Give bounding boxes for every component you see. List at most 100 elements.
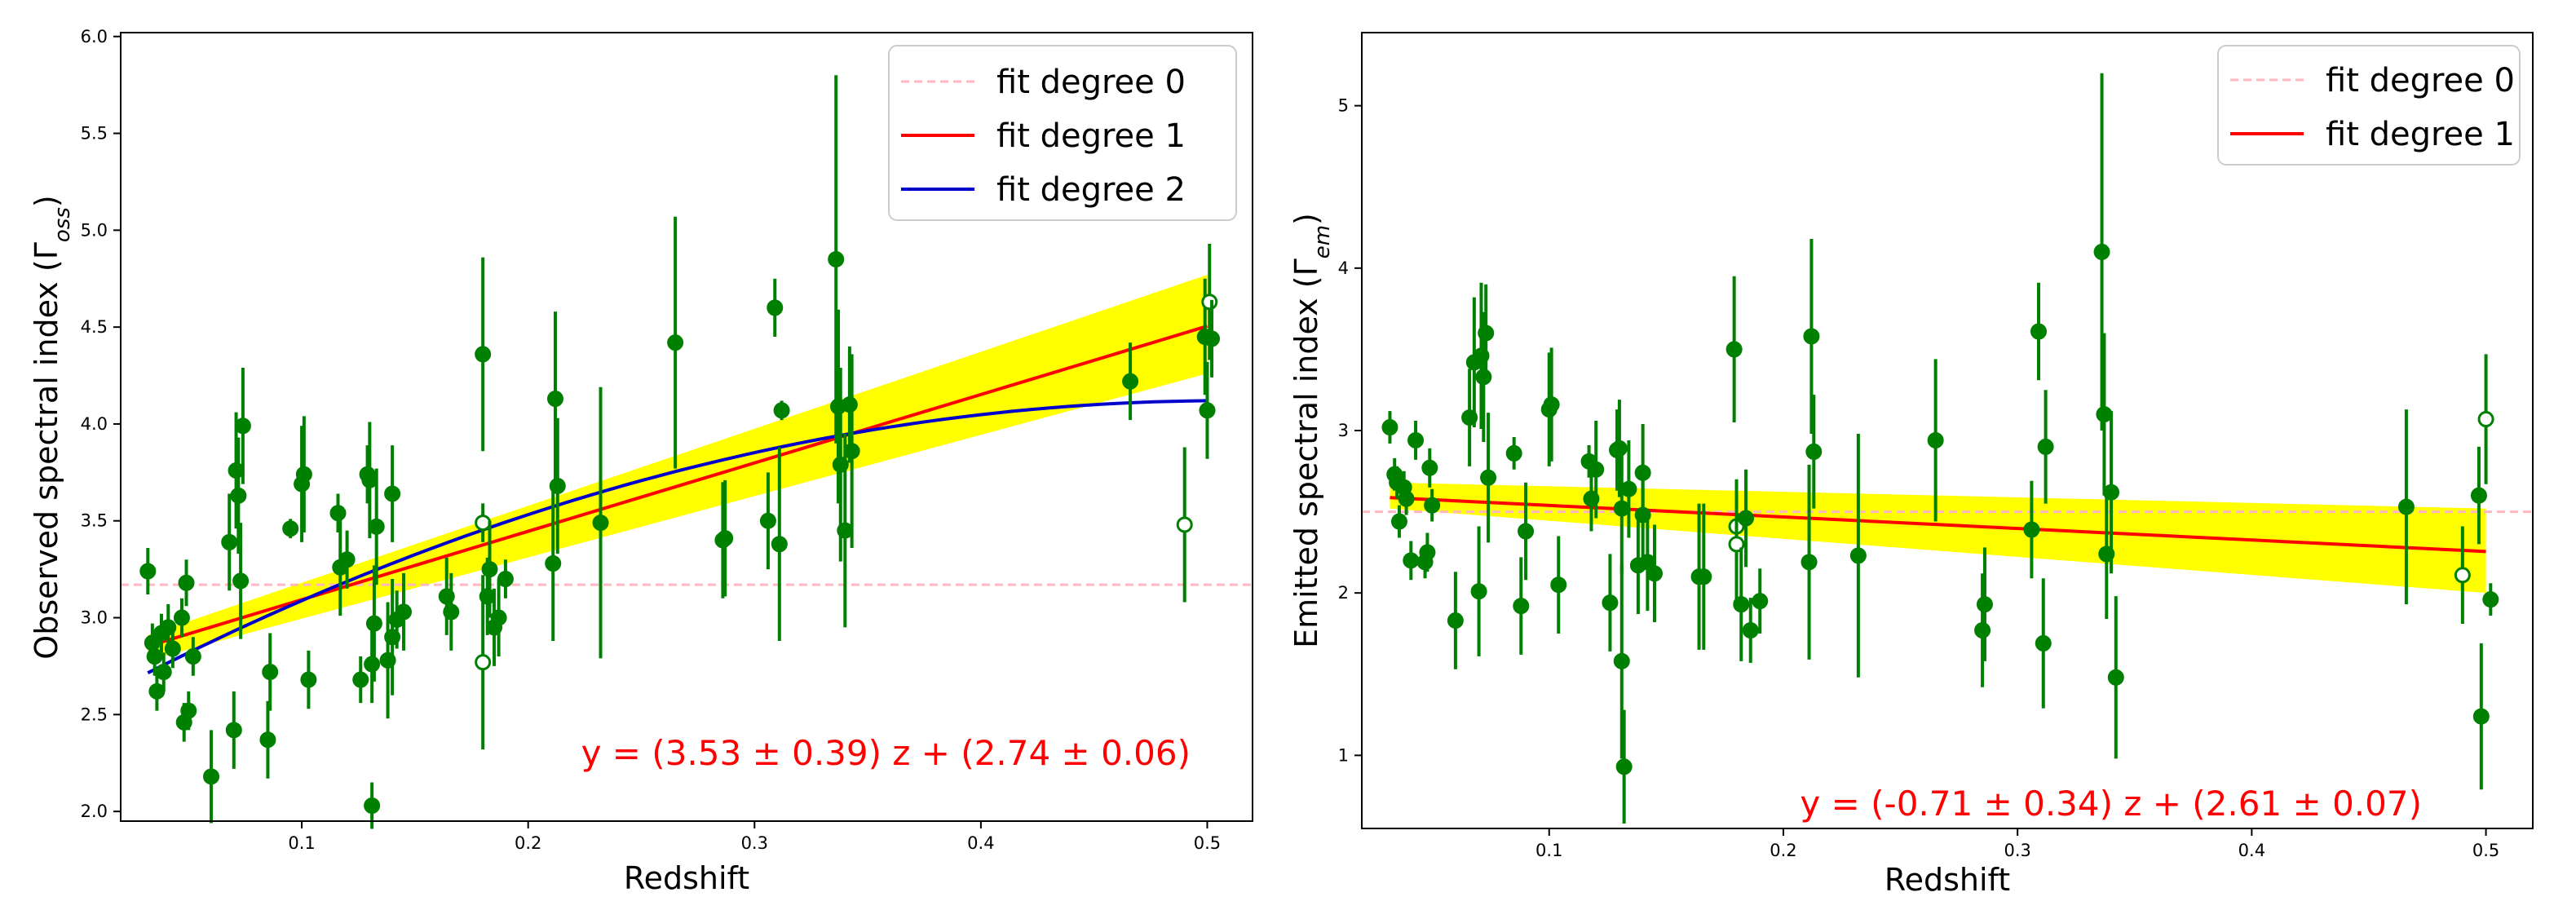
data-marker [1390,513,1407,530]
data-marker [1475,369,1492,386]
data-marker [2470,487,2487,504]
data-point [1725,276,1743,423]
data-point [475,575,492,750]
data-marker [178,574,195,591]
data-point [148,672,166,711]
data-marker [329,505,347,522]
x-tick-label: 0.4 [967,833,994,853]
data-point [1733,547,1750,661]
fit-equation: y = (3.53 ± 0.39) z + (2.74 ± 0.06) [581,733,1191,773]
y-tick-label: 3.0 [81,608,108,628]
data-marker [1742,621,1759,638]
data-marker [1927,431,1944,448]
data-marker [443,603,460,621]
data-point [395,572,412,651]
data-marker [837,522,854,539]
y-tick-label: 6.0 [81,27,108,46]
data-marker [1805,443,1823,460]
data-point [365,565,382,682]
data-marker [282,520,299,537]
data-marker [843,443,860,460]
data-marker [228,462,245,479]
data-point [338,530,356,589]
data-marker [545,555,562,572]
data-marker [1620,480,1637,497]
data-point [178,559,195,607]
x-tick-label: 0.5 [2472,841,2499,860]
y-tick-label: 4 [1338,258,1349,278]
data-point [295,416,312,532]
data-marker [1470,583,1487,600]
data-point [828,75,845,444]
data-marker [1478,325,1495,342]
data-point [546,311,563,486]
data-point [2477,354,2494,484]
data-marker [1738,510,1755,527]
data-marker [164,640,181,657]
fit-degree-1-line [1390,496,2486,554]
data-point [2472,643,2490,790]
data-point [1424,488,1441,522]
data-marker [1611,440,1628,457]
data-marker [1421,459,1438,476]
data-marker [295,466,312,483]
y-tick-label: 2.0 [81,802,108,821]
data-point [1849,433,1867,678]
data-point [2037,390,2054,504]
confidence-band [1390,482,2486,594]
chart-emitted-index: 0.1 0.2 0.3 0.4 0.5 1 2 3 4 5 Redshift Emitted s… [1288,32,2534,898]
legend: fit degree 0 fit degree 1 fit degree 2 [888,45,1237,221]
fit-degree-2-line [147,399,1208,674]
data-point [259,700,276,779]
data-point [1550,536,1567,634]
fit-degree-1-line [147,325,1208,648]
data-marker [1513,598,1530,615]
data-point [329,493,347,532]
data-point [221,493,238,591]
x-tick-label: 0.4 [2238,841,2265,860]
y-tick-label: 2 [1338,583,1349,603]
data-marker-open [475,515,492,532]
data-marker [828,250,845,267]
data-point [1927,359,1944,522]
data-point [1398,482,1415,515]
data-point [767,278,784,338]
x-axis-label: Redshift [1885,862,2010,898]
data-marker [1424,497,1441,514]
data-marker [1752,593,1769,610]
data-marker [225,722,242,739]
data-marker [365,615,382,632]
data-marker [1725,341,1743,358]
data-point [230,437,247,554]
data-marker [361,471,378,488]
data-point [717,479,734,597]
data-marker [1447,612,1464,629]
data-marker [1419,544,1436,561]
data-marker [1976,596,1993,613]
data-marker [2035,634,2052,652]
data-marker [767,299,784,316]
data-marker [148,682,166,700]
data-point [2103,411,2120,574]
data-point [759,472,776,570]
data-marker [592,515,609,532]
data-point [1403,541,1420,581]
data-point [1204,299,1221,378]
data-point [1615,709,1633,824]
data-marker [1733,596,1750,613]
data-marker [1695,568,1712,585]
data-marker [490,609,507,626]
data-point [1801,464,1818,660]
x-tick-label: 0.5 [1194,833,1221,853]
confidence-band-area [1390,482,2486,594]
data-point [1421,448,1438,488]
data-marker [546,391,563,408]
data-marker [1122,373,1139,390]
data-point [1803,238,1820,434]
data-marker [1615,758,1633,775]
data-point [1419,532,1436,572]
data-marker [338,551,356,568]
data-point [1122,342,1139,421]
data-marker [481,561,498,578]
